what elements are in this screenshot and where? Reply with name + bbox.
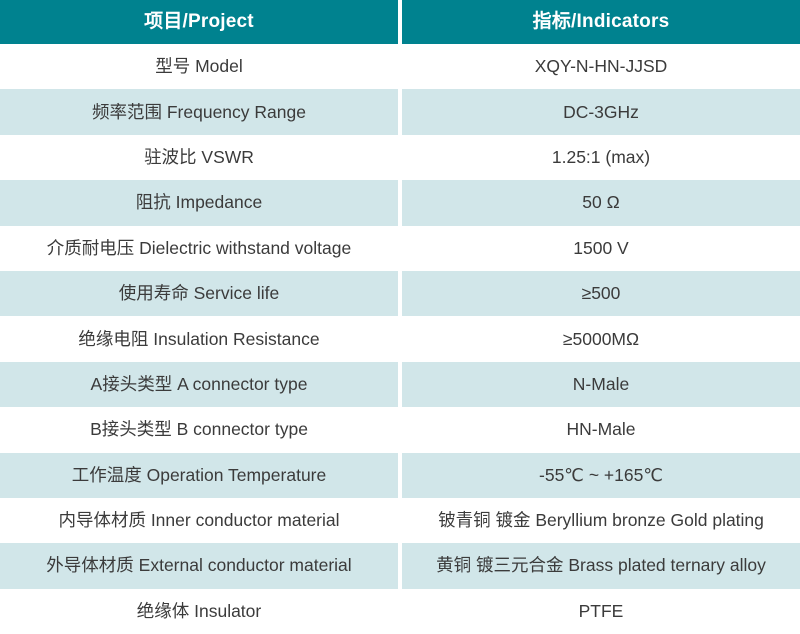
project-cell: 工作温度 Operation Temperature: [0, 452, 398, 498]
table-row: 频率范围 Frequency Range DC-3GHz: [0, 89, 800, 135]
column-header-project: 项目/Project: [0, 0, 398, 44]
table-row: 阻抗 Impedance 50 Ω: [0, 180, 800, 226]
project-cell: 阻抗 Impedance: [0, 180, 398, 226]
project-cell: 绝缘体 Insulator: [0, 588, 398, 634]
table-row: 绝缘电阻 Insulation Resistance ≥5000MΩ: [0, 316, 800, 362]
indicator-cell: DC-3GHz: [402, 89, 800, 135]
indicator-cell: HN-Male: [402, 407, 800, 453]
indicator-cell: XQY-N-HN-JJSD: [402, 44, 800, 90]
table-row: 内导体材质 Inner conductor material 铍青铜 镀金 Ber…: [0, 497, 800, 544]
indicator-cell: 50 Ω: [402, 180, 800, 226]
table-row: 使用寿命 Service life ≥500: [0, 270, 800, 317]
indicator-cell: PTFE: [402, 588, 800, 634]
indicator-cell: 铍青铜 镀金 Beryllium bronze Gold plating: [402, 497, 800, 544]
table-row: 外导体材质 External conductor material 黄铜 镀三元合…: [0, 543, 800, 589]
indicator-cell: ≥5000MΩ: [402, 316, 800, 362]
column-header-indicators: 指标/Indicators: [402, 0, 800, 44]
project-cell: 介质耐电压 Dielectric withstand voltage: [0, 225, 398, 271]
table-row: B接头类型 B connector type HN-Male: [0, 407, 800, 453]
table-row: 介质耐电压 Dielectric withstand voltage 1500 V: [0, 225, 800, 271]
table-row: A接头类型 A connector type N-Male: [0, 361, 800, 408]
indicator-cell: N-Male: [402, 361, 800, 408]
table-body: 型号 Model XQY-N-HN-JJSD 频率范围 Frequency Rang…: [0, 44, 800, 634]
table-row: 驻波比 VSWR 1.25:1 (max): [0, 134, 800, 181]
table-row: 工作温度 Operation Temperature -55℃ ~ +165℃: [0, 452, 800, 498]
project-cell: 使用寿命 Service life: [0, 270, 398, 317]
indicator-cell: 1.25:1 (max): [402, 134, 800, 181]
indicator-cell: 1500 V: [402, 225, 800, 271]
table-header-row: 项目/Project 指标/Indicators: [0, 0, 800, 44]
project-cell: 型号 Model: [0, 44, 398, 90]
project-cell: 内导体材质 Inner conductor material: [0, 497, 398, 544]
indicator-cell: -55℃ ~ +165℃: [402, 452, 800, 498]
indicator-cell: 黄铜 镀三元合金 Brass plated ternary alloy: [402, 543, 800, 589]
table-row: 绝缘体 Insulator PTFE: [0, 588, 800, 634]
project-cell: 绝缘电阻 Insulation Resistance: [0, 316, 398, 362]
project-cell: B接头类型 B connector type: [0, 407, 398, 453]
indicator-cell: ≥500: [402, 270, 800, 317]
project-cell: 外导体材质 External conductor material: [0, 543, 398, 589]
project-cell: 频率范围 Frequency Range: [0, 89, 398, 135]
project-cell: 驻波比 VSWR: [0, 134, 398, 181]
table-row: 型号 Model XQY-N-HN-JJSD: [0, 44, 800, 90]
project-cell: A接头类型 A connector type: [0, 361, 398, 408]
